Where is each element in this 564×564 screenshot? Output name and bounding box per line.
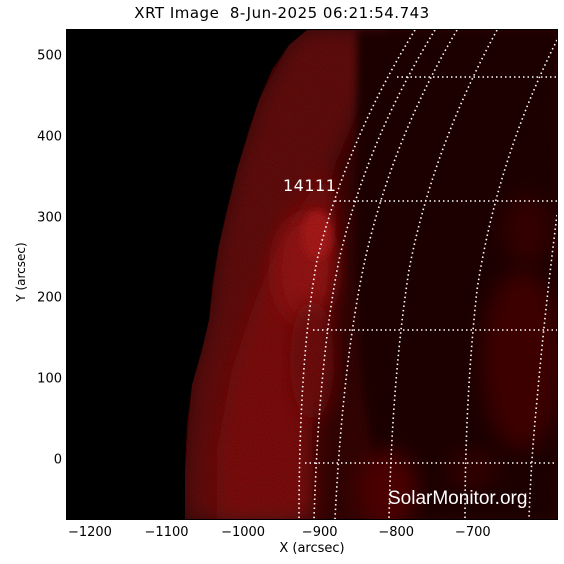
x-tick-label: −1200 <box>67 525 112 540</box>
active-region-label: 14111 <box>283 176 337 195</box>
plot-title: XRT Image 8-Jun-2025 06:21:54.743 <box>134 4 430 22</box>
heliographic-grid <box>298 30 557 519</box>
y-tick-label: 300 <box>37 210 62 226</box>
longitude-line <box>313 30 436 519</box>
y-tick-label: 500 <box>37 48 62 64</box>
y-tick-label: 200 <box>37 290 62 306</box>
x-tick-label: −800 <box>378 525 415 540</box>
solar-limb <box>298 30 416 519</box>
longitude-line <box>388 30 498 519</box>
corona-emission <box>185 30 557 519</box>
watermark: SolarMonitor.org <box>388 488 528 509</box>
x-tick-label: −1000 <box>221 525 266 540</box>
x-tick-label: −900 <box>301 525 338 540</box>
y-tick-label: 100 <box>37 371 62 387</box>
longitude-line <box>334 30 458 519</box>
x-axis-label: X (arcsec) <box>279 541 345 556</box>
x-tick-label: −1100 <box>144 525 189 540</box>
x-tick-label: −700 <box>454 525 491 540</box>
y-tick-label: 0 <box>53 452 62 468</box>
solar-image[interactable] <box>66 29 558 520</box>
solar-image-svg <box>185 30 557 519</box>
y-tick-label: 400 <box>37 129 62 145</box>
